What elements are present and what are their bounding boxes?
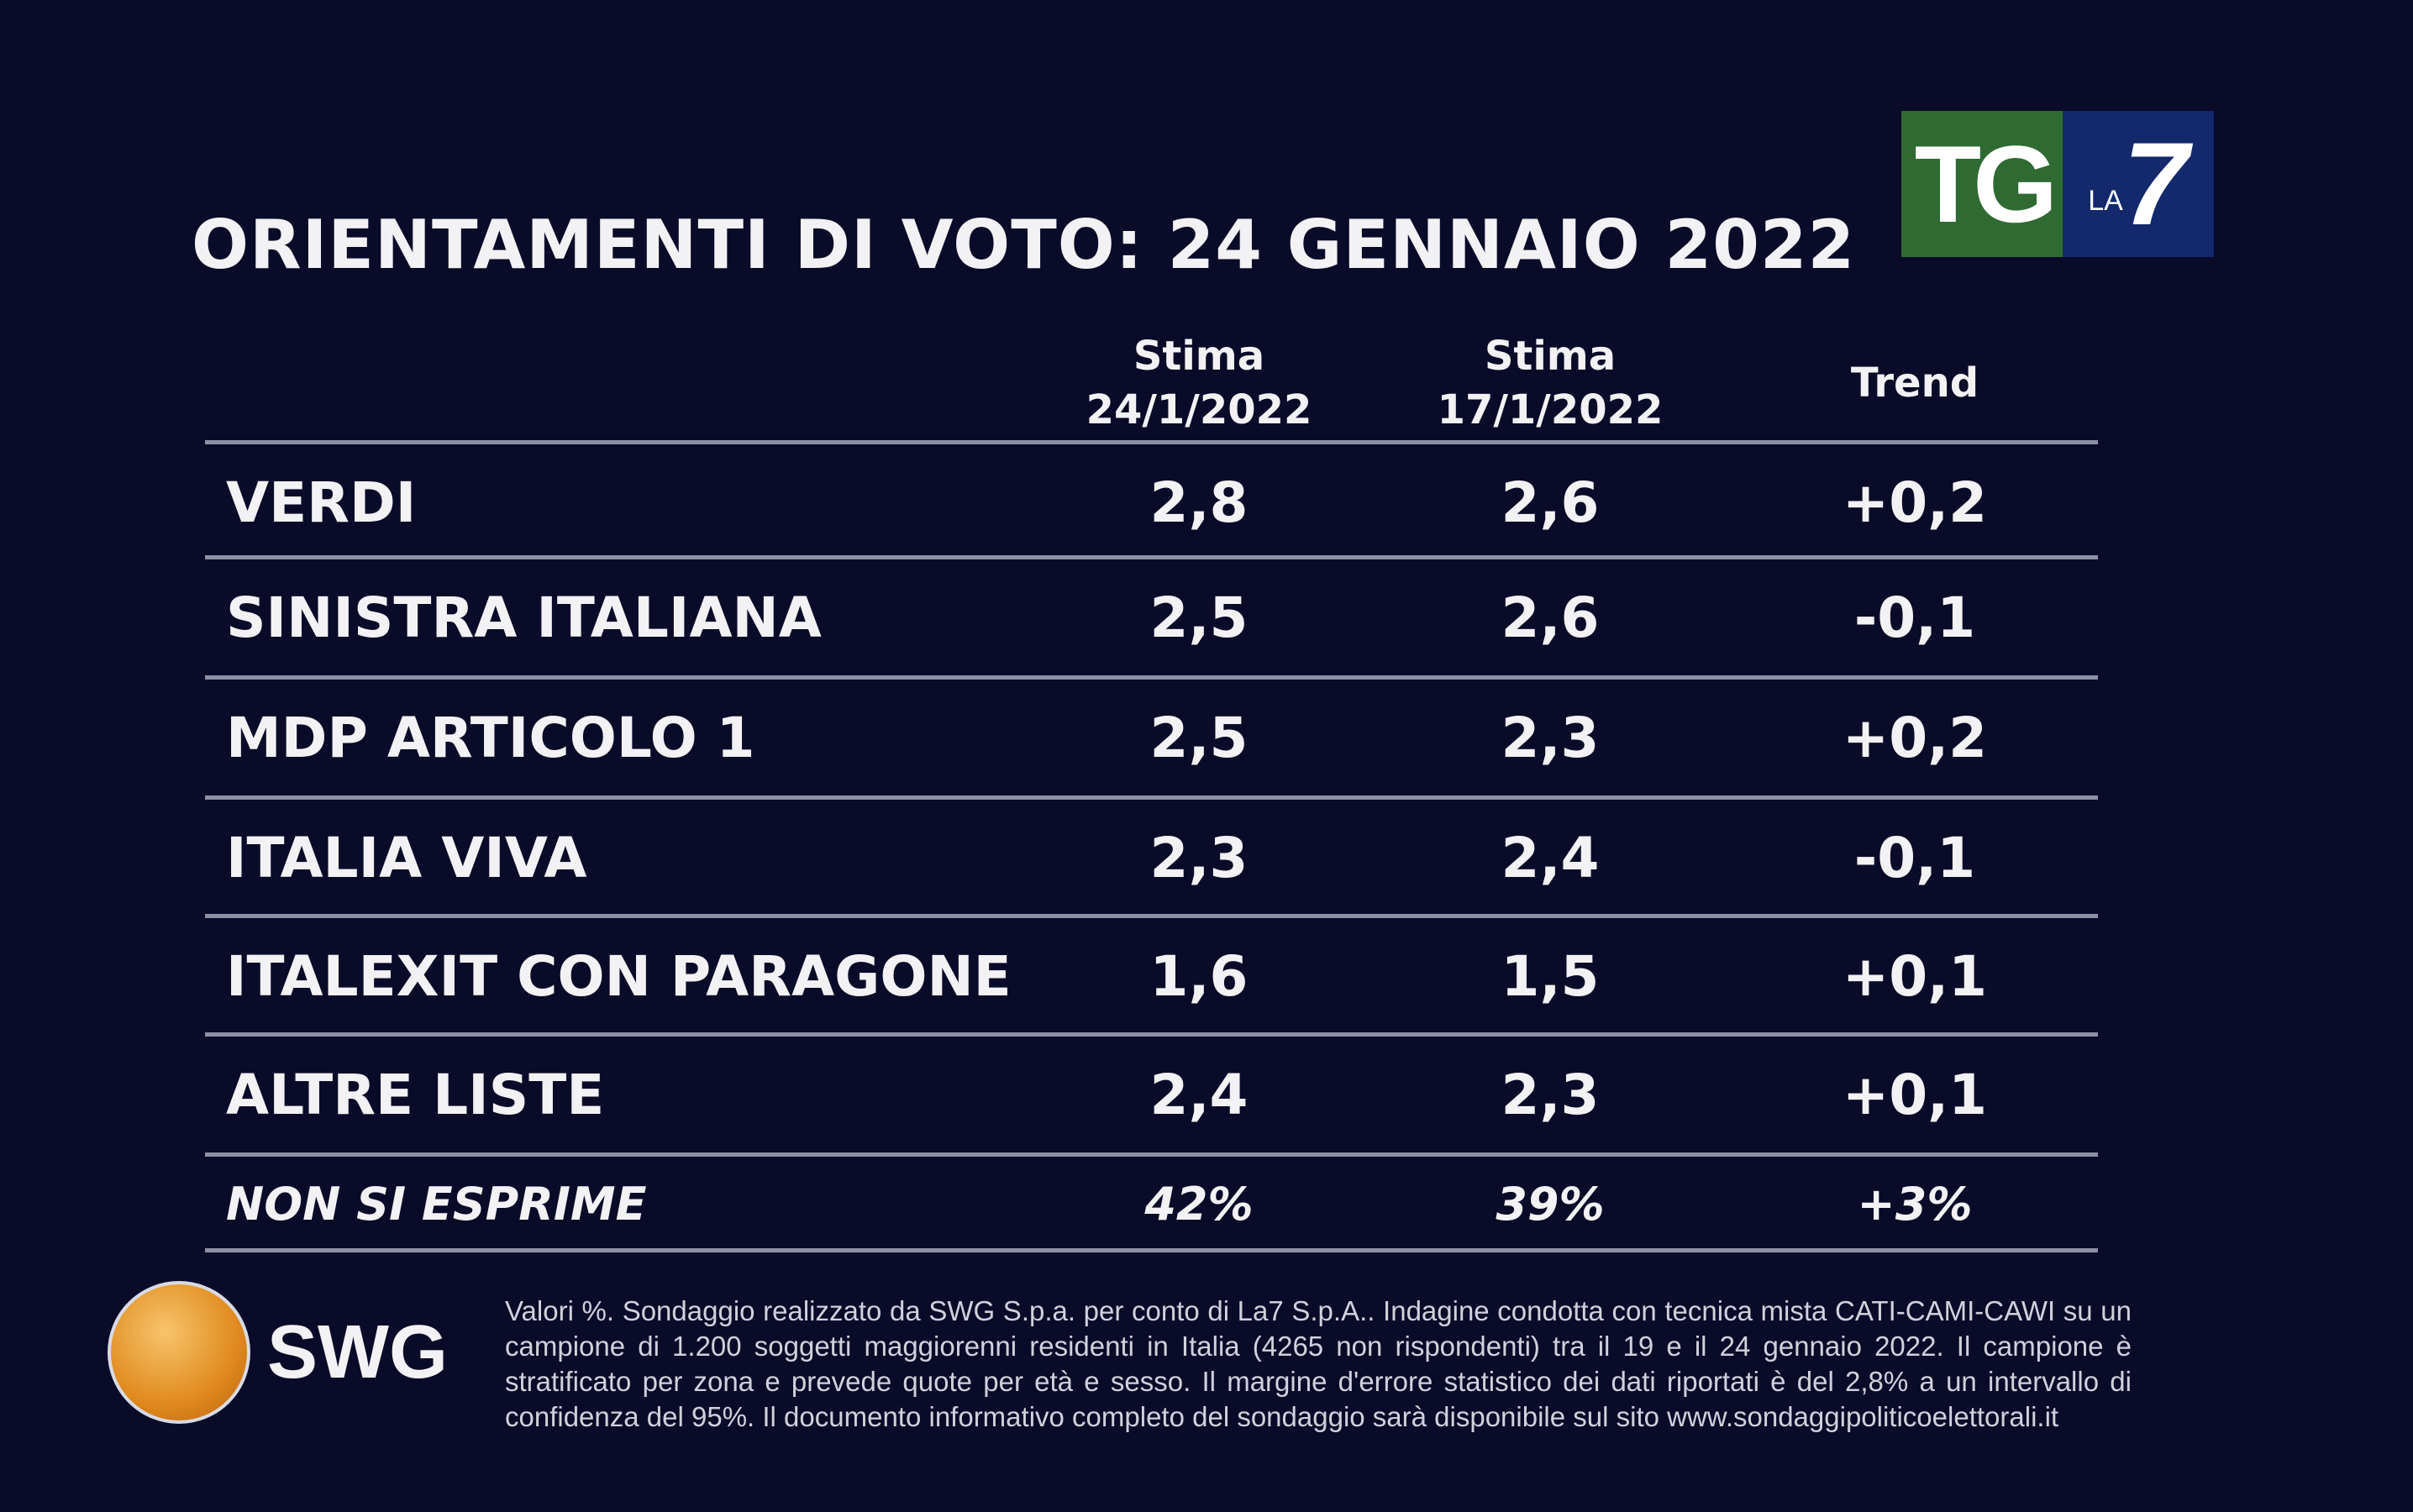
party-label: ITALIA VIVA: [226, 826, 587, 890]
value-17: 2,3: [1501, 1063, 1600, 1127]
value-17: 2,4: [1501, 826, 1600, 890]
seven-logo-text: 7: [2122, 118, 2189, 249]
divider: [205, 675, 2098, 680]
divider: [205, 555, 2098, 559]
divider: [205, 1248, 2098, 1252]
value-17: 2,3: [1501, 706, 1600, 770]
tg-la7-logo: TG LA 7: [1901, 111, 2214, 257]
tg-logo-text: TG: [1901, 111, 2063, 257]
table-row: VERDI 2,8 2,6 +0,2: [0, 444, 2413, 562]
trend-value: +0,1: [1842, 1063, 1988, 1127]
value-24: 42%: [1144, 1178, 1254, 1231]
footnote: Valori %. Sondaggio realizzato da SWG S.…: [505, 1295, 2132, 1432]
value-24: 2,3: [1149, 826, 1249, 890]
table-row-non-si-esprime: NON SI ESPRIME 42% 39% +3%: [0, 1157, 2413, 1274]
value-17: 2,6: [1501, 585, 1600, 650]
trend-value: +0,2: [1842, 470, 1988, 535]
trend-value: +3%: [1857, 1178, 1973, 1231]
page-title: ORIENTAMENTI DI VOTO: 24 GENNAIO 2022: [192, 206, 1856, 284]
trend-value: -0,1: [1853, 826, 1976, 890]
table-row: ITALEXIT CON PARAGONE 1,6 1,5 +0,1: [0, 918, 2413, 1036]
party-label: ITALEXIT CON PARAGONE: [226, 944, 1012, 1009]
trend-value: -0,1: [1853, 585, 1976, 650]
table-row: MDP ARTICOLO 1 2,5 2,3 +0,2: [0, 680, 2413, 797]
divider: [205, 795, 2098, 800]
party-label: SINISTRA ITALIANA: [226, 585, 822, 650]
swg-logo: SWG: [108, 1281, 448, 1424]
value-24: 2,8: [1149, 470, 1249, 535]
party-label: ALTRE LISTE: [226, 1063, 605, 1127]
value-17: 2,6: [1501, 470, 1600, 535]
divider: [205, 440, 2098, 444]
value-17: 39%: [1496, 1178, 1605, 1231]
table-row: SINISTRA ITALIANA 2,5 2,6 -0,1: [0, 559, 2413, 677]
divider: [205, 914, 2098, 918]
column-header-stima-17: Stima 17/1/2022: [1437, 333, 1664, 433]
globe-icon: [108, 1281, 250, 1424]
table-row: ALTRE LISTE 2,4 2,3 +0,1: [0, 1037, 2413, 1154]
value-24: 1,6: [1149, 944, 1249, 1009]
value-24: 2,5: [1149, 706, 1249, 770]
party-label: NON SI ESPRIME: [226, 1178, 647, 1231]
party-label: MDP ARTICOLO 1: [226, 706, 755, 770]
divider: [205, 1032, 2098, 1037]
divider: [205, 1152, 2098, 1157]
value-24: 2,5: [1149, 585, 1249, 650]
table-row: ITALIA VIVA 2,3 2,4 -0,1: [0, 800, 2413, 917]
la-logo-text: LA: [2088, 184, 2123, 217]
swg-logo-text: SWG: [267, 1310, 448, 1394]
trend-value: +0,2: [1842, 706, 1988, 770]
column-header-stima-24: Stima 24/1/2022: [1086, 333, 1312, 433]
party-label: VERDI: [226, 470, 417, 535]
trend-value: +0,1: [1842, 944, 1988, 1009]
value-17: 1,5: [1501, 944, 1600, 1009]
value-24: 2,4: [1149, 1063, 1249, 1127]
column-header-trend: Trend: [1850, 360, 1979, 407]
